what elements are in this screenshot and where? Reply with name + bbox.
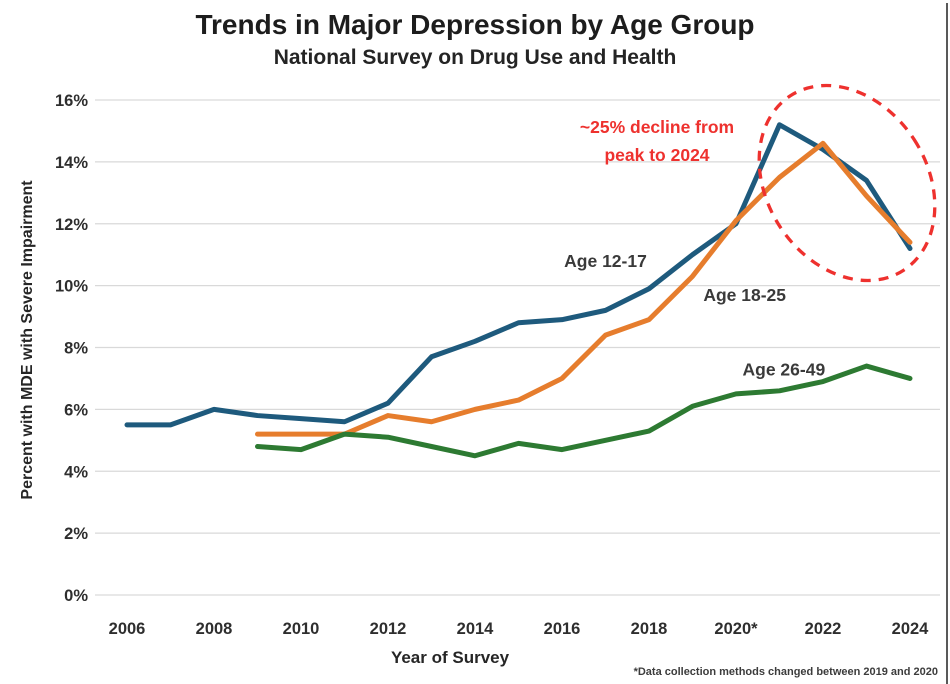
series-label-age-18-25: Age 18-25	[703, 285, 786, 305]
y-tick-label: 4%	[64, 463, 88, 481]
x-tick-label: 2010	[283, 620, 320, 638]
decline-ellipse	[757, 83, 937, 283]
x-tick-label: 2012	[370, 620, 407, 638]
decline-annotation-line-1: ~25% decline from	[579, 117, 735, 137]
y-axis-title: Percent with MDE with Severe Impairment	[19, 180, 36, 500]
x-tick-label: 2014	[457, 620, 495, 638]
x-tick-label: 2006	[109, 620, 146, 638]
y-tick-label: 14%	[55, 154, 88, 172]
x-tick-label: 2008	[196, 620, 233, 638]
x-tick-label: 2018	[631, 620, 668, 638]
series-line-age-26-49	[255, 363, 913, 459]
x-tick-label: 2016	[544, 620, 581, 638]
y-tick-label: 6%	[64, 401, 88, 419]
window-right-border	[946, 3, 948, 684]
y-tick-label: 8%	[64, 340, 88, 358]
chart-subtitle: National Survey on Drug Use and Health	[273, 46, 677, 69]
x-tick-label: 2024	[892, 620, 930, 638]
series-label-age-12-17: Age 12-17	[564, 251, 647, 271]
y-tick-label: 0%	[64, 587, 88, 605]
x-axis-title: Year of Survey	[390, 648, 510, 667]
y-tick-label: 16%	[55, 92, 88, 110]
chart-title: Trends in Major Depression by Age Group	[195, 9, 755, 40]
y-tick-label: 2%	[64, 525, 88, 543]
decline-annotation: ~25% decline from peak to 2024	[557, 113, 757, 169]
x-tick-label: 2020*	[714, 620, 758, 638]
series-label-age-26-49: Age 26-49	[743, 359, 826, 379]
x-tick-label: 2022	[805, 620, 842, 638]
y-tick-label: 12%	[55, 216, 88, 234]
footnote: *Data collection methods changed between…	[633, 666, 938, 678]
y-tick-label: 10%	[55, 278, 88, 296]
decline-annotation-line-2: peak to 2024	[604, 145, 710, 165]
series-line-age-12-17	[124, 122, 913, 428]
series-line-age-18-25	[255, 140, 913, 437]
